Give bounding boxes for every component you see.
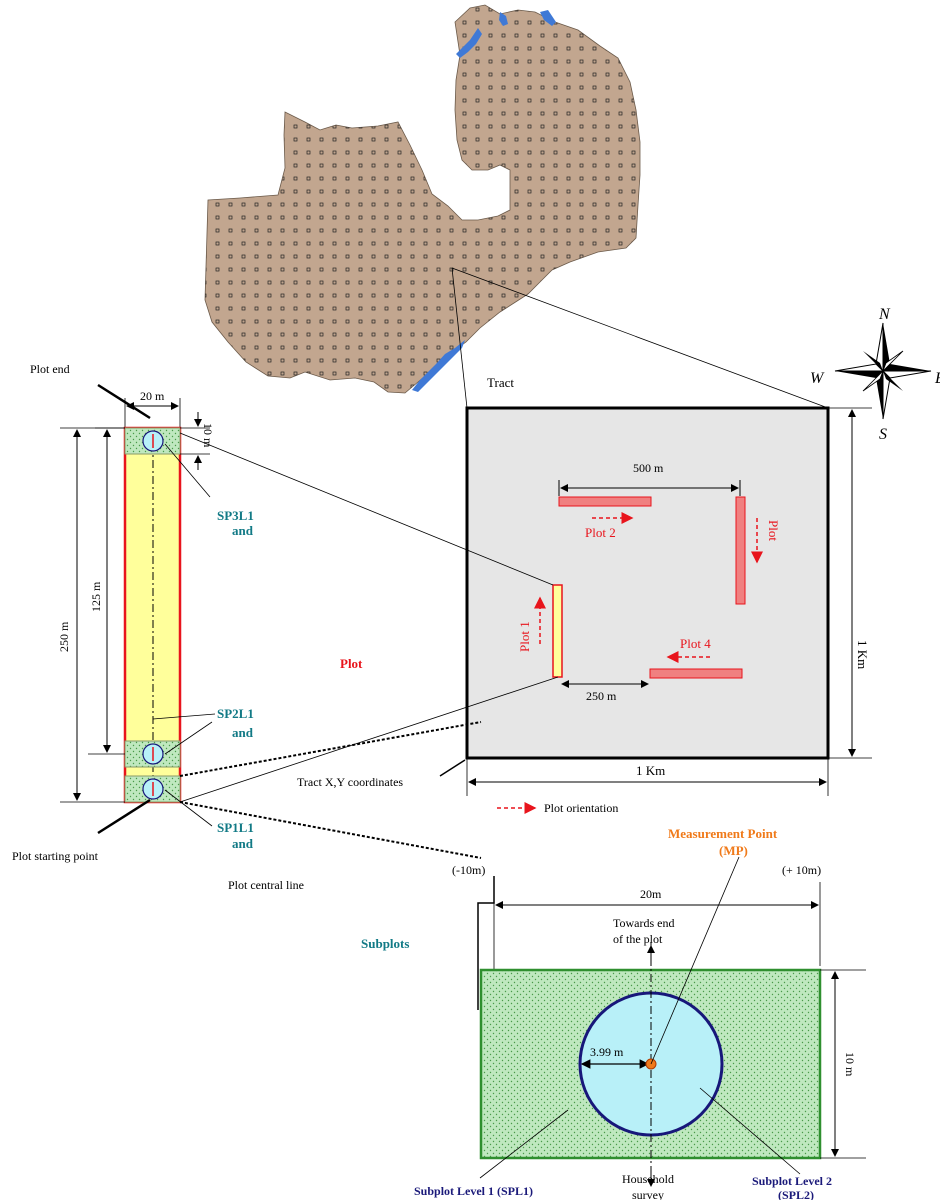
tract-square <box>465 406 830 760</box>
left-coord: (-10m) <box>452 863 485 877</box>
plot-3-bar <box>735 496 746 605</box>
compass-north: N <box>878 306 891 323</box>
dim-500m-label: 500 m <box>633 461 664 475</box>
subplots-section-title: Subplots <box>361 936 409 951</box>
plot-1-bar <box>552 584 563 678</box>
orientation-legend-label: Plot orientation <box>544 801 618 815</box>
zoom-plot-upper <box>179 432 554 586</box>
household-line2: survey <box>632 1188 664 1200</box>
country-map <box>204 4 641 394</box>
dim-125m-label: 125 m <box>89 581 103 612</box>
sp1-and: and <box>232 836 254 851</box>
start-point-pointer <box>97 798 151 835</box>
mp-title: Measurement Point <box>668 826 778 841</box>
plot-2-bar <box>558 496 652 507</box>
zoom-line-right <box>451 267 829 409</box>
towards-line2: of the plot <box>613 932 663 946</box>
dim-20m-subplot-label: 20m <box>640 887 662 901</box>
sample-grid <box>205 5 640 393</box>
lake-north <box>499 12 508 26</box>
level2-label-line1: Subplot Level 2 <box>752 1174 832 1188</box>
dim-10m-top-label: 10 m <box>201 423 215 448</box>
compass-rose: N S W E <box>810 306 940 443</box>
river-south <box>412 340 465 392</box>
towards-line1: Towards end <box>613 916 674 930</box>
central-line-label: Plot central line <box>228 878 304 892</box>
coordinate-pointer <box>439 759 466 777</box>
sp2-and: and <box>232 725 254 740</box>
plot-1-label: Plot 1 <box>517 621 532 652</box>
zoom-line-left <box>451 267 468 409</box>
zoom-subplot-upper <box>179 721 482 777</box>
compass-south: S <box>879 426 887 443</box>
zoom-plot-lower <box>179 676 559 803</box>
start-point-label: Plot starting point <box>12 849 99 863</box>
sp1-label: SP1L1 <box>217 820 254 835</box>
zoom-subplot-lower <box>179 801 482 859</box>
household-line1: Household <box>622 1172 674 1186</box>
plot-end-pointer <box>97 383 151 420</box>
dim-20m-label: 20 m <box>140 389 165 403</box>
right-coord: (+ 10m) <box>782 863 821 877</box>
lake-west <box>456 28 482 58</box>
sp2-label: SP2L1 <box>217 706 254 721</box>
sp3-label: SP3L1 <box>217 508 254 523</box>
plot-end-label: Plot end <box>30 362 70 376</box>
dim-1km-horizontal-label: 1 Km <box>636 763 665 778</box>
compass-east: E <box>934 370 940 387</box>
radius-label: 3.99 m <box>590 1045 624 1059</box>
level2-label-line2: (SPL2) <box>778 1188 814 1200</box>
sp3-and: and <box>232 523 254 538</box>
dim-10m-subplot-label: 10 m <box>843 1052 857 1077</box>
dim-250m-label: 250 m <box>586 689 617 703</box>
tract-title: Tract <box>487 375 514 390</box>
compass-west: W <box>810 370 825 387</box>
dim-1km-vertical-label: 1 Km <box>855 640 870 669</box>
plot-section-title: Plot <box>340 656 363 671</box>
plot-3-label: Plot <box>766 520 781 541</box>
lake-east <box>540 10 556 26</box>
dim-250m-total-label: 250 m <box>57 621 71 652</box>
coordinates-label: Tract X,Y coordinates <box>297 775 403 789</box>
plot-2-label: Plot 2 <box>585 525 616 540</box>
mp-pointer <box>650 856 740 1065</box>
mp-abbr: (MP) <box>719 843 748 858</box>
level1-label: Subplot Level 1 (SPL1) <box>414 1184 533 1198</box>
plot-4-bar <box>649 668 743 679</box>
plot-4-label: Plot 4 <box>680 636 711 651</box>
